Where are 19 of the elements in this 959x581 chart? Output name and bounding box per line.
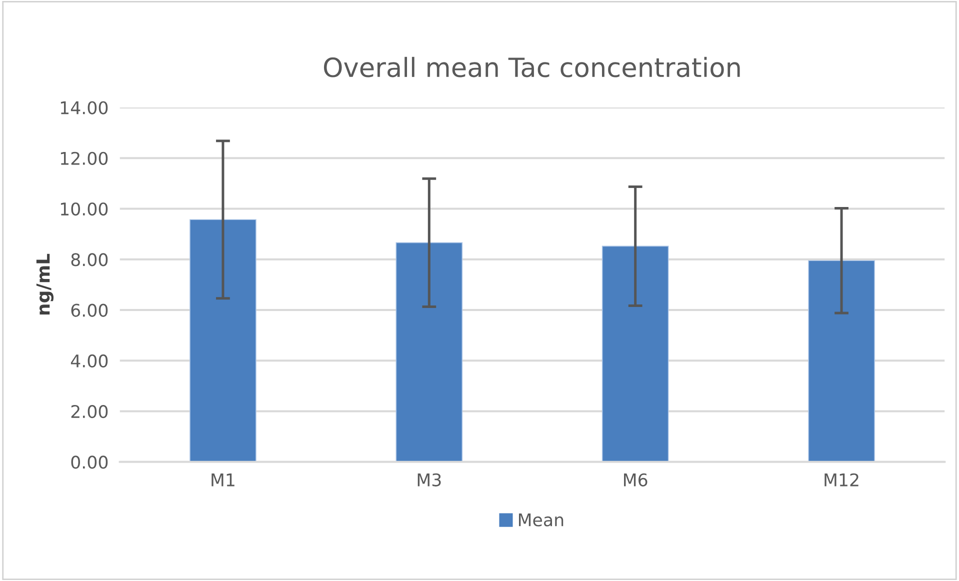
y-tick-label: 2.00 — [71, 404, 108, 418]
bar — [396, 242, 463, 462]
bar — [602, 246, 669, 462]
x-tick-label: M12 — [824, 473, 858, 486]
y-axis-title: ng/mL — [36, 254, 54, 315]
y-tick-label: 4.00 — [70, 354, 108, 368]
y-tick-label: 6.00 — [71, 304, 108, 317]
y-tick-label: 8.00 — [71, 253, 108, 266]
y-tick-label: 0.00 — [71, 456, 108, 469]
x-tick-label: M3 — [418, 473, 441, 486]
x-tick-label: M1 — [212, 474, 234, 486]
bar — [190, 219, 256, 462]
bar — [808, 260, 875, 462]
y-tick-label: 12.00 — [60, 152, 108, 165]
y-tick-label: 14.00 — [60, 101, 108, 114]
chart-title: Overall mean Tac concentration — [324, 56, 740, 78]
x-tick-label: M6 — [624, 473, 648, 486]
legend-label: Mean — [518, 513, 564, 526]
y-tick-label: 10.00 — [60, 202, 108, 216]
